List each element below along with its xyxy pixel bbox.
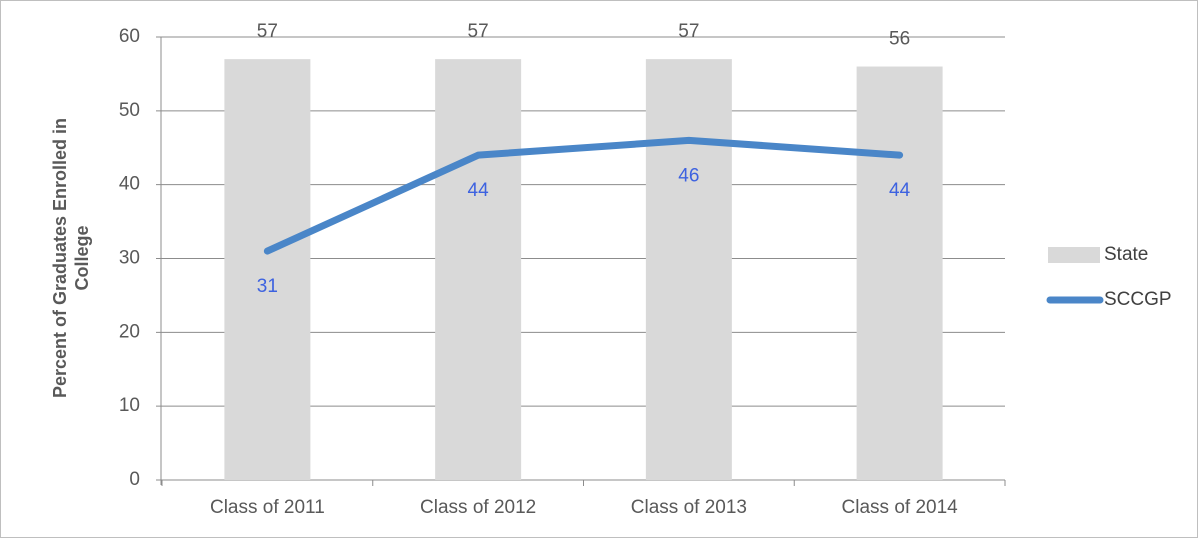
y-tick-label: 20: [119, 321, 140, 342]
x-tick-label: Class of 2011: [210, 497, 325, 518]
bar: [645, 59, 732, 481]
bar-value-label: 56: [889, 29, 910, 50]
y-tick-label: 40: [119, 174, 140, 195]
bar-value-label: 57: [257, 21, 278, 42]
line-value-label: 44: [889, 180, 911, 201]
y-tick-label: 10: [119, 395, 140, 416]
x-tick-label: Class of 2012: [420, 497, 536, 518]
line-value-label: 44: [468, 180, 490, 201]
legend-label: State: [1104, 244, 1148, 265]
legend-swatch: [1048, 247, 1100, 263]
bar: [435, 59, 522, 481]
bar: [856, 66, 943, 481]
line: [263, 136, 904, 255]
x-tick-label: Class of 2013: [631, 497, 747, 518]
y-axis-label: Percent of Graduates Enrolled in College: [50, 118, 92, 398]
bar: [224, 59, 311, 481]
x-tick-label: Class of 2014: [842, 497, 959, 518]
y-tick-label: 50: [119, 100, 140, 121]
y-tick-label: 60: [119, 26, 140, 47]
y-tick-label: 0: [129, 469, 140, 490]
bar-value-label: 57: [678, 21, 699, 42]
y-tick-label: 30: [119, 248, 140, 269]
line-value-label: 46: [678, 165, 699, 186]
legend-label: SCCGP: [1104, 289, 1172, 310]
line-value-label: 31: [257, 276, 278, 297]
bar-value-label: 57: [468, 21, 489, 42]
